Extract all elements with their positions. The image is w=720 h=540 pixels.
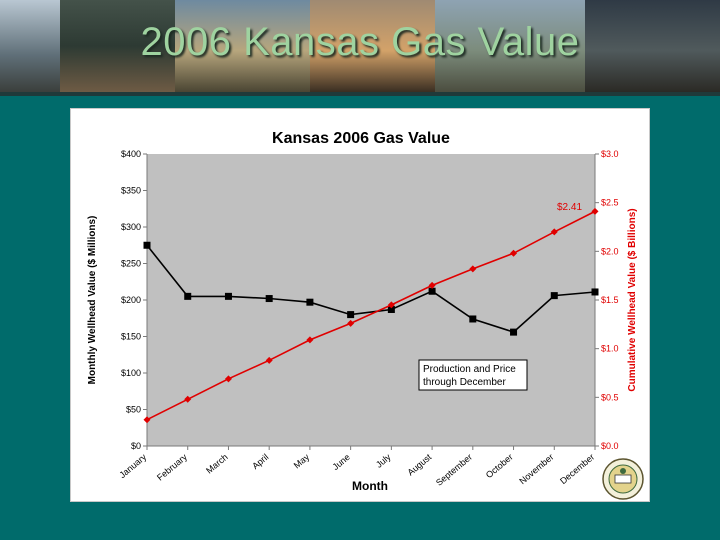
banner-photo [310,0,435,92]
y-left-tick-label: $250 [121,259,141,269]
cumulative-value-marker [143,416,151,424]
x-tick-label: May [292,452,312,471]
x-tick-label: February [155,452,189,483]
x-tick-label: November [517,452,555,486]
y-right-tick-label: $0.0 [601,441,619,451]
x-tick-label: September [434,452,474,488]
x-tick-label: July [374,452,393,470]
y-left-tick-label: $50 [126,405,141,415]
banner-photo [585,0,720,92]
chart-svg: Kansas 2006 Gas Value $0 $50 $100 $150 $200 $… [87,130,644,500]
cumulative-end-label: $2.41 [557,202,582,213]
cumulative-value-marker [591,207,599,215]
slide-title: 2006 Kansas Gas Value [140,20,580,64]
plot-area [147,154,595,446]
y-left-tick-label: $350 [121,186,141,196]
cumulative-value-line [146,210,596,421]
x-tick-label: December [558,452,596,486]
monthly-value-marker [306,298,314,306]
cumulative-value-marker [224,375,232,383]
x-tick-label: March [204,452,230,476]
y-right-tick-label: $1.0 [601,344,619,354]
monthly-value-marker [143,241,151,249]
banner-photo [175,0,310,92]
chart-panel: Kansas 2006 Gas Value $0 $50 $100 $150 $200 $… [70,108,650,502]
cumulative-value-marker [306,336,314,344]
legend-line-1: Production and Price [423,364,516,375]
legend-box: Production and Price through December [418,359,528,391]
y-left-tick-label: $400 [121,149,141,159]
monthly-value-marker [510,328,518,336]
x-tick-label: October [484,452,515,480]
state-seal-icon [602,458,644,500]
monthly-value-marker [347,311,355,319]
x-tick-label: June [331,452,352,472]
monthly-value-line [146,244,596,334]
y-left-tick-label: $0 [131,441,141,451]
monthly-value-marker [387,305,395,313]
x-tick-label: August [405,452,433,478]
cumulative-value-marker [184,395,192,403]
y-left-tick-label: $200 [121,295,141,305]
x-axis-title: Month [352,479,388,493]
y-right-axis-title: Cumulative Wellhead Value ($ Billions) [627,208,638,391]
y-right-tick-label: $2.5 [601,198,619,208]
cumulative-value-marker [510,249,518,257]
x-tick-label: April [250,452,270,471]
banner-divider [0,92,720,96]
banner-photo [0,0,60,92]
cumulative-value-marker [387,301,395,309]
monthly-value-marker [550,292,558,300]
cumulative-value-marker [428,281,436,289]
y-right-tick-label: $2.0 [601,246,619,256]
banner-photo [60,0,175,92]
cumulative-value-marker [347,319,355,327]
monthly-value-marker [591,288,599,296]
monthly-value-marker [265,295,273,303]
y-left-tick-label: $150 [121,332,141,342]
header-banner: 2006 Kansas Gas Value [0,0,720,92]
monthly-value-marker [184,292,192,300]
y-right-tick-label: $0.5 [601,392,619,402]
monthly-value-marker [224,292,232,300]
y-right-tick-label: $1.5 [601,295,619,305]
y-right-tick-label: $3.0 [601,149,619,159]
x-tick-label: January [117,452,148,481]
cumulative-value-marker [265,356,273,364]
cumulative-value-marker [469,265,477,273]
banner-photo [435,0,585,92]
chart-title: Kansas 2006 Gas Value [272,130,450,147]
y-left-axis-title: Monthly Wellhead Value ($ Millions) [87,216,98,385]
cumulative-value-marker [550,228,558,236]
y-left-tick-label: $300 [121,222,141,232]
monthly-value-marker [428,287,436,295]
monthly-value-marker [469,315,477,323]
legend-line-2: through December [423,377,506,388]
y-left-tick-label: $100 [121,368,141,378]
